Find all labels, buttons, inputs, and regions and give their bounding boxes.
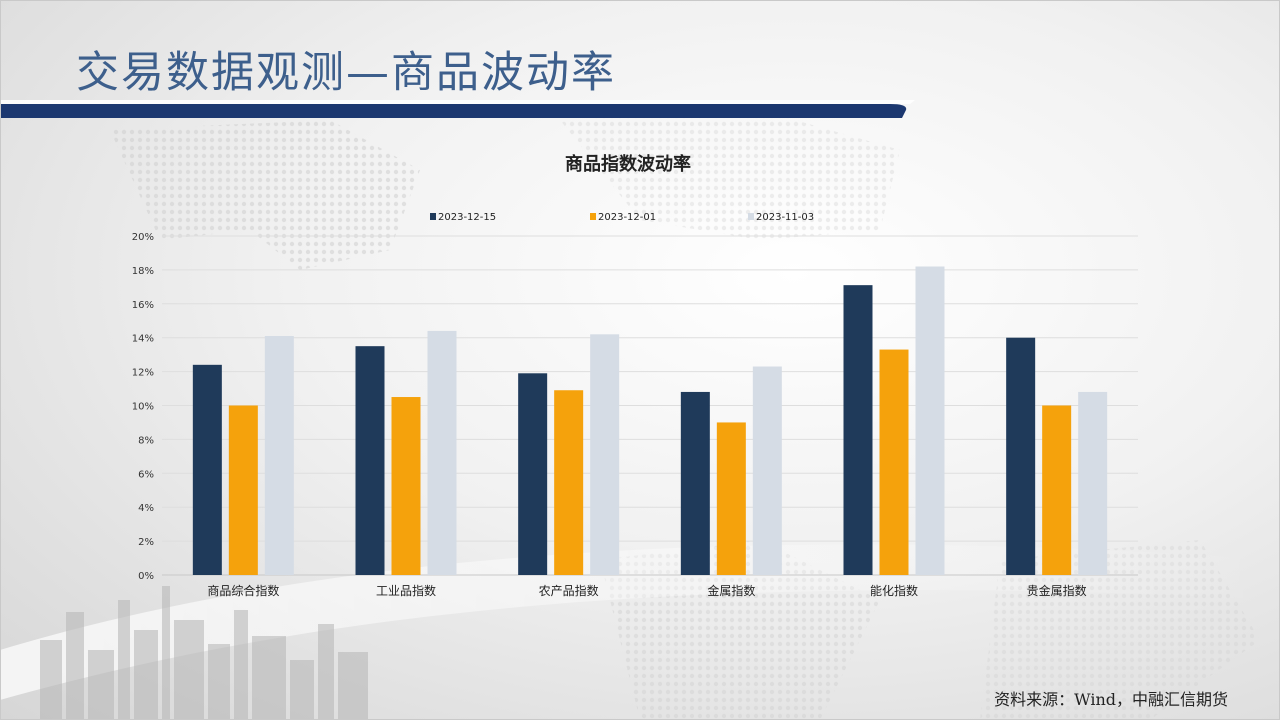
bar-2023-12-01-能化指数 xyxy=(879,349,909,575)
bar-2023-11-03-商品综合指数 xyxy=(264,336,294,575)
y-tick-label: 10% xyxy=(132,402,154,413)
bar-2023-11-03-贵金属指数 xyxy=(1078,391,1108,575)
y-tick-label: 2% xyxy=(138,537,154,548)
bar-2023-12-15-贵金属指数 xyxy=(1006,337,1036,575)
legend-item: 2023-12-15 xyxy=(430,212,496,223)
legend-swatch xyxy=(590,213,596,220)
x-axis: 商品综合指数 工业品指数 农产品指数 金属指数 能化指数 贵金属指数 xyxy=(207,583,1086,598)
legend-swatch xyxy=(748,213,754,220)
bar-2023-12-15-商品综合指数 xyxy=(192,364,222,575)
legend-label: 2023-12-15 xyxy=(438,212,496,223)
legend-item: 2023-11-03 xyxy=(748,212,814,223)
legend-label: 2023-11-03 xyxy=(756,212,814,223)
y-tick-label: 16% xyxy=(132,300,154,311)
chart-legend: 2023-12-15 2023-12-01 2023-11-03 xyxy=(430,212,814,223)
header-band xyxy=(0,104,907,118)
x-tick-label: 金属指数 xyxy=(707,583,755,598)
x-tick-label: 农产品指数 xyxy=(539,583,599,598)
y-axis: 0% 2% 4% 6% 8% 10% 12% 14% 16% 18% 20% xyxy=(132,232,154,582)
bar-2023-12-01-农产品指数 xyxy=(554,390,584,575)
bar-2023-12-15-农产品指数 xyxy=(518,373,548,575)
y-tick-label: 18% xyxy=(132,266,154,277)
chart-title: 商品指数波动率 xyxy=(565,153,691,175)
legend-label: 2023-12-01 xyxy=(598,212,656,223)
legend-item: 2023-12-01 xyxy=(590,212,656,223)
bar-2023-12-15-工业品指数 xyxy=(355,346,385,575)
bar-2023-12-15-金属指数 xyxy=(680,391,710,575)
bar-2023-12-01-工业品指数 xyxy=(391,397,421,575)
bar-2023-11-03-金属指数 xyxy=(752,366,782,575)
chart-gridlines xyxy=(162,235,1138,576)
header-band-highlight xyxy=(0,100,915,104)
y-tick-label: 20% xyxy=(132,232,154,243)
bar-2023-11-03-能化指数 xyxy=(915,266,945,575)
legend-swatch xyxy=(430,213,436,220)
light-swoosh xyxy=(0,544,1280,700)
y-tick-label: 4% xyxy=(138,503,154,514)
bar-2023-11-03-工业品指数 xyxy=(427,330,457,575)
x-tick-label: 商品综合指数 xyxy=(207,583,279,598)
x-tick-label: 能化指数 xyxy=(870,583,918,598)
bar-series xyxy=(192,266,1108,575)
source-note: 资料来源：Wind，中融汇信期货 xyxy=(994,690,1228,709)
slide-title: 交易数据观测—商品波动率 xyxy=(76,48,616,98)
x-tick-label: 贵金属指数 xyxy=(1027,583,1087,598)
world-map-dots xyxy=(110,120,420,270)
y-tick-label: 14% xyxy=(132,334,154,345)
bar-2023-12-01-金属指数 xyxy=(716,422,746,575)
y-tick-label: 6% xyxy=(138,469,154,480)
y-tick-label: 0% xyxy=(138,571,154,582)
city-skyline xyxy=(40,586,368,720)
bar-2023-12-01-商品综合指数 xyxy=(228,405,258,575)
world-map-dots xyxy=(560,110,900,240)
bar-2023-12-15-能化指数 xyxy=(843,285,873,575)
y-tick-label: 8% xyxy=(138,435,154,446)
bar-2023-12-01-贵金属指数 xyxy=(1042,405,1072,575)
x-tick-label: 工业品指数 xyxy=(376,583,436,598)
bar-2023-11-03-农产品指数 xyxy=(590,334,620,575)
y-tick-label: 12% xyxy=(132,368,154,379)
